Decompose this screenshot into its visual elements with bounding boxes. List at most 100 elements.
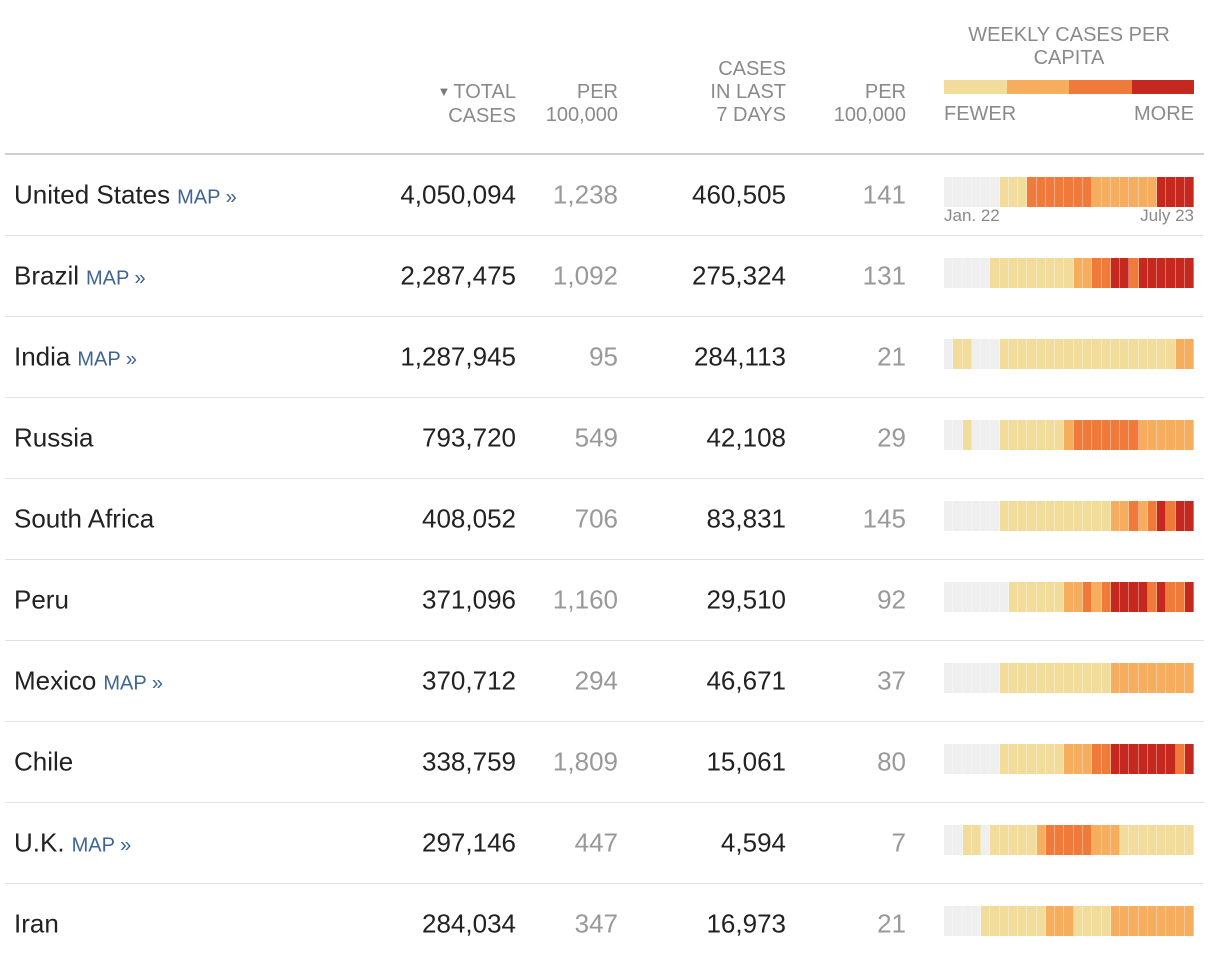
week-cell	[971, 177, 982, 207]
map-link[interactable]: MAP »	[177, 186, 237, 209]
map-link[interactable]: MAP »	[77, 348, 138, 371]
week-cell	[981, 420, 991, 450]
week-cell	[1129, 825, 1139, 855]
week-cell	[1138, 177, 1148, 207]
week-cell	[1110, 177, 1121, 207]
week-cell	[1082, 582, 1093, 612]
week-cell	[1157, 177, 1167, 207]
week-cell	[1092, 582, 1102, 612]
map-link[interactable]: MAP »	[103, 672, 164, 695]
week-cell	[1073, 663, 1083, 693]
week-cell	[1082, 258, 1093, 288]
week-cell	[999, 663, 1009, 693]
total-cases-header[interactable]: ▼ TOTAL CASES	[437, 81, 516, 127]
week-cell	[1110, 582, 1121, 612]
cases-7-days-value: 16,973	[706, 908, 786, 939]
week-cell	[1036, 663, 1046, 693]
week-cell	[971, 663, 982, 693]
week-cell	[1064, 744, 1074, 774]
country-table-body: United States MAP » 4,050,094 1,238 460,505 1…	[0, 155, 1210, 964]
week-cell	[1184, 744, 1195, 774]
week-cell	[1184, 420, 1195, 450]
week-cell	[1073, 177, 1083, 207]
per-100k-7day-value: 131	[862, 260, 906, 291]
week-cell	[1129, 582, 1139, 612]
week-cell	[1110, 420, 1121, 450]
cases-7-days-value: 275,324	[692, 260, 786, 291]
cases-7-days-value: 15,061	[706, 746, 786, 777]
week-cell	[1110, 663, 1121, 693]
week-cell	[944, 420, 954, 450]
week-cell	[953, 177, 963, 207]
country-name: South Africa	[14, 503, 155, 534]
week-cell	[981, 582, 991, 612]
cases-last-7-days-header[interactable]: CASES IN LAST 7 DAYS	[710, 58, 786, 126]
per-100k-7day-value: 29	[877, 422, 906, 453]
week-cell	[1129, 339, 1139, 369]
week-cell	[1018, 744, 1028, 774]
per-100k-7day-header[interactable]: PER 100,000	[833, 81, 906, 126]
legend-swatch-3	[1069, 80, 1132, 94]
per-100k-7day-value: 7	[891, 827, 906, 858]
week-cell	[962, 582, 972, 612]
table-row: India MAP » 1,287,945 95 284,113 21	[5, 317, 1204, 398]
map-link[interactable]: MAP »	[86, 267, 146, 290]
week-cell	[981, 258, 991, 288]
week-cell	[1064, 663, 1074, 693]
week-cell	[1092, 420, 1102, 450]
map-link[interactable]: MAP »	[71, 834, 132, 857]
table-row: United States MAP » 4,050,094 1,238 460,505 1…	[5, 155, 1204, 236]
week-cell	[1064, 339, 1074, 369]
week-cell	[1110, 501, 1121, 531]
weekly-cases-sparkline	[944, 744, 1195, 774]
week-cell	[1101, 582, 1111, 612]
sort-caret-icon: ▼	[437, 84, 451, 99]
week-cell	[1064, 906, 1074, 936]
weekly-cases-sparkline	[944, 582, 1195, 612]
per-100k-header[interactable]: PER 100,000	[545, 81, 618, 126]
week-cell	[1129, 906, 1139, 936]
week-cell	[1120, 906, 1130, 936]
per-100k-value: 447	[574, 827, 618, 858]
week-cell	[1045, 744, 1056, 774]
week-cell	[1008, 825, 1019, 855]
week-cell	[1166, 663, 1176, 693]
week-cell	[1036, 258, 1046, 288]
total-cases-value: 338,759	[422, 746, 516, 777]
week-cell	[1082, 177, 1093, 207]
week-cell	[1101, 258, 1111, 288]
week-cell	[1157, 339, 1167, 369]
week-cell	[1175, 663, 1185, 693]
week-cell	[981, 825, 991, 855]
week-cell	[944, 339, 954, 369]
week-cell	[1147, 825, 1158, 855]
week-cell	[1110, 825, 1121, 855]
week-cell	[1055, 420, 1065, 450]
week-cell	[1027, 906, 1037, 936]
week-cell	[1027, 825, 1037, 855]
week-cell	[1184, 663, 1195, 693]
week-cell	[1045, 501, 1056, 531]
per-100k-7day-value: 92	[877, 584, 906, 615]
country-name: Russia	[14, 422, 94, 453]
week-cell	[981, 744, 991, 774]
week-cell	[1147, 258, 1158, 288]
weekly-cases-sparkline	[944, 906, 1195, 936]
week-cell	[1110, 906, 1121, 936]
per-100k-value: 1,092	[552, 260, 618, 291]
total-cases-value: 371,096	[422, 584, 516, 615]
week-cell	[1175, 582, 1185, 612]
week-cell	[1008, 744, 1019, 774]
week-cell	[1073, 825, 1083, 855]
per-100k-7day-value: 145	[862, 503, 906, 534]
week-cell	[1175, 339, 1185, 369]
week-cell	[953, 825, 963, 855]
week-cell	[1166, 258, 1176, 288]
week-cell	[1008, 258, 1019, 288]
country-name: India MAP »	[14, 341, 138, 372]
country-name: Chile	[14, 746, 74, 777]
week-cell	[1138, 906, 1148, 936]
week-cell	[944, 177, 954, 207]
total-cases-value: 1,287,945	[400, 341, 516, 372]
per-100k-value: 549	[574, 422, 618, 453]
